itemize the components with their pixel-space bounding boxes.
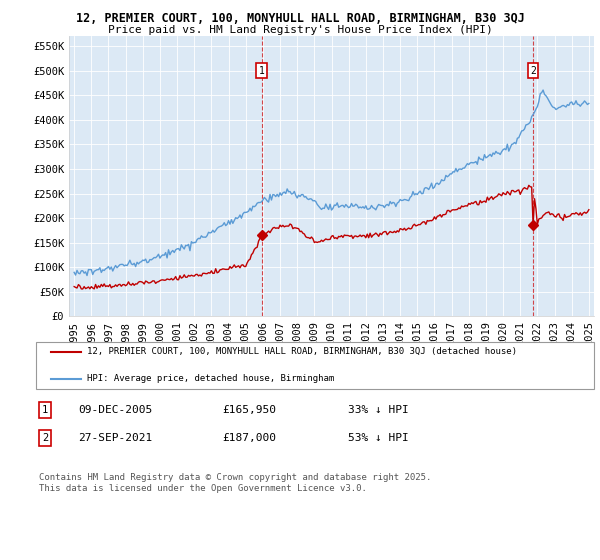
Text: 2: 2 [530, 66, 536, 76]
Text: HPI: Average price, detached house, Birmingham: HPI: Average price, detached house, Birm… [87, 374, 334, 383]
Text: 53% ↓ HPI: 53% ↓ HPI [348, 433, 409, 443]
Text: 09-DEC-2005: 09-DEC-2005 [78, 405, 152, 415]
Text: 2: 2 [42, 433, 48, 443]
Text: 12, PREMIER COURT, 100, MONYHULL HALL ROAD, BIRMINGHAM, B30 3QJ (detached house): 12, PREMIER COURT, 100, MONYHULL HALL RO… [87, 347, 517, 356]
Text: Price paid vs. HM Land Registry's House Price Index (HPI): Price paid vs. HM Land Registry's House … [107, 25, 493, 35]
Text: 12, PREMIER COURT, 100, MONYHULL HALL ROAD, BIRMINGHAM, B30 3QJ: 12, PREMIER COURT, 100, MONYHULL HALL RO… [76, 12, 524, 25]
Text: 1: 1 [42, 405, 48, 415]
Text: 27-SEP-2021: 27-SEP-2021 [78, 433, 152, 443]
Text: Contains HM Land Registry data © Crown copyright and database right 2025.
This d: Contains HM Land Registry data © Crown c… [39, 473, 431, 493]
Text: 1: 1 [259, 66, 265, 76]
Text: 33% ↓ HPI: 33% ↓ HPI [348, 405, 409, 415]
Text: £187,000: £187,000 [222, 433, 276, 443]
Text: £165,950: £165,950 [222, 405, 276, 415]
